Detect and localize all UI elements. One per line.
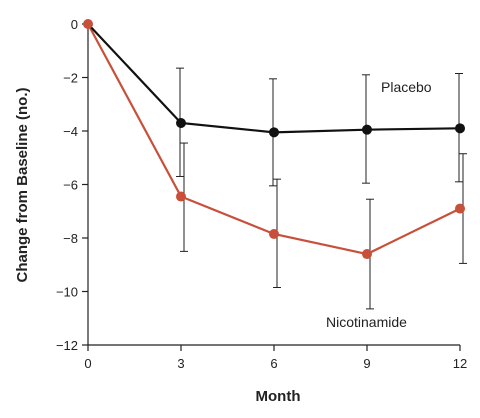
data-point-placebo bbox=[269, 127, 279, 138]
x-axis-title: Month bbox=[256, 388, 301, 405]
data-point-origin bbox=[83, 19, 93, 29]
x-tick-label: 3 bbox=[177, 356, 184, 371]
series-line-nicotinamide bbox=[87, 23, 461, 256]
y-tick-label: −6 bbox=[63, 178, 78, 193]
x-tick-label: 12 bbox=[453, 356, 467, 371]
x-tick-label: 9 bbox=[363, 356, 370, 371]
data-point-nicotinamide bbox=[176, 191, 186, 202]
series-lines bbox=[87, 23, 461, 256]
x-tick-label: 6 bbox=[270, 356, 277, 371]
x-ticks: 0 3 6 9 12 bbox=[84, 345, 467, 371]
data-point-placebo bbox=[362, 124, 372, 135]
axes bbox=[87, 22, 460, 346]
x-tick-label: 0 bbox=[84, 356, 91, 371]
series-points bbox=[83, 19, 465, 260]
y-axis-title: Change from Baseline (no.) bbox=[14, 87, 31, 282]
data-point-nicotinamide bbox=[269, 228, 279, 239]
y-tick-label: −4 bbox=[63, 124, 78, 139]
series-label-placebo: Placebo bbox=[381, 79, 432, 95]
y-tick-label: −12 bbox=[56, 338, 78, 353]
data-point-placebo bbox=[176, 117, 186, 128]
data-point-nicotinamide bbox=[362, 249, 372, 260]
y-tick-label: −10 bbox=[56, 285, 78, 300]
series-label-nicotinamide: Nicotinamide bbox=[326, 314, 407, 330]
y-tick-label: −8 bbox=[63, 231, 78, 246]
y-tick-label: 0 bbox=[71, 17, 78, 32]
y-ticks: 0 −2 −4 −6 −8 −10 −12 bbox=[56, 17, 88, 353]
error-bars bbox=[176, 67, 467, 310]
data-point-placebo bbox=[455, 123, 465, 134]
data-point-nicotinamide bbox=[455, 203, 465, 214]
y-tick-label: −2 bbox=[63, 71, 78, 86]
